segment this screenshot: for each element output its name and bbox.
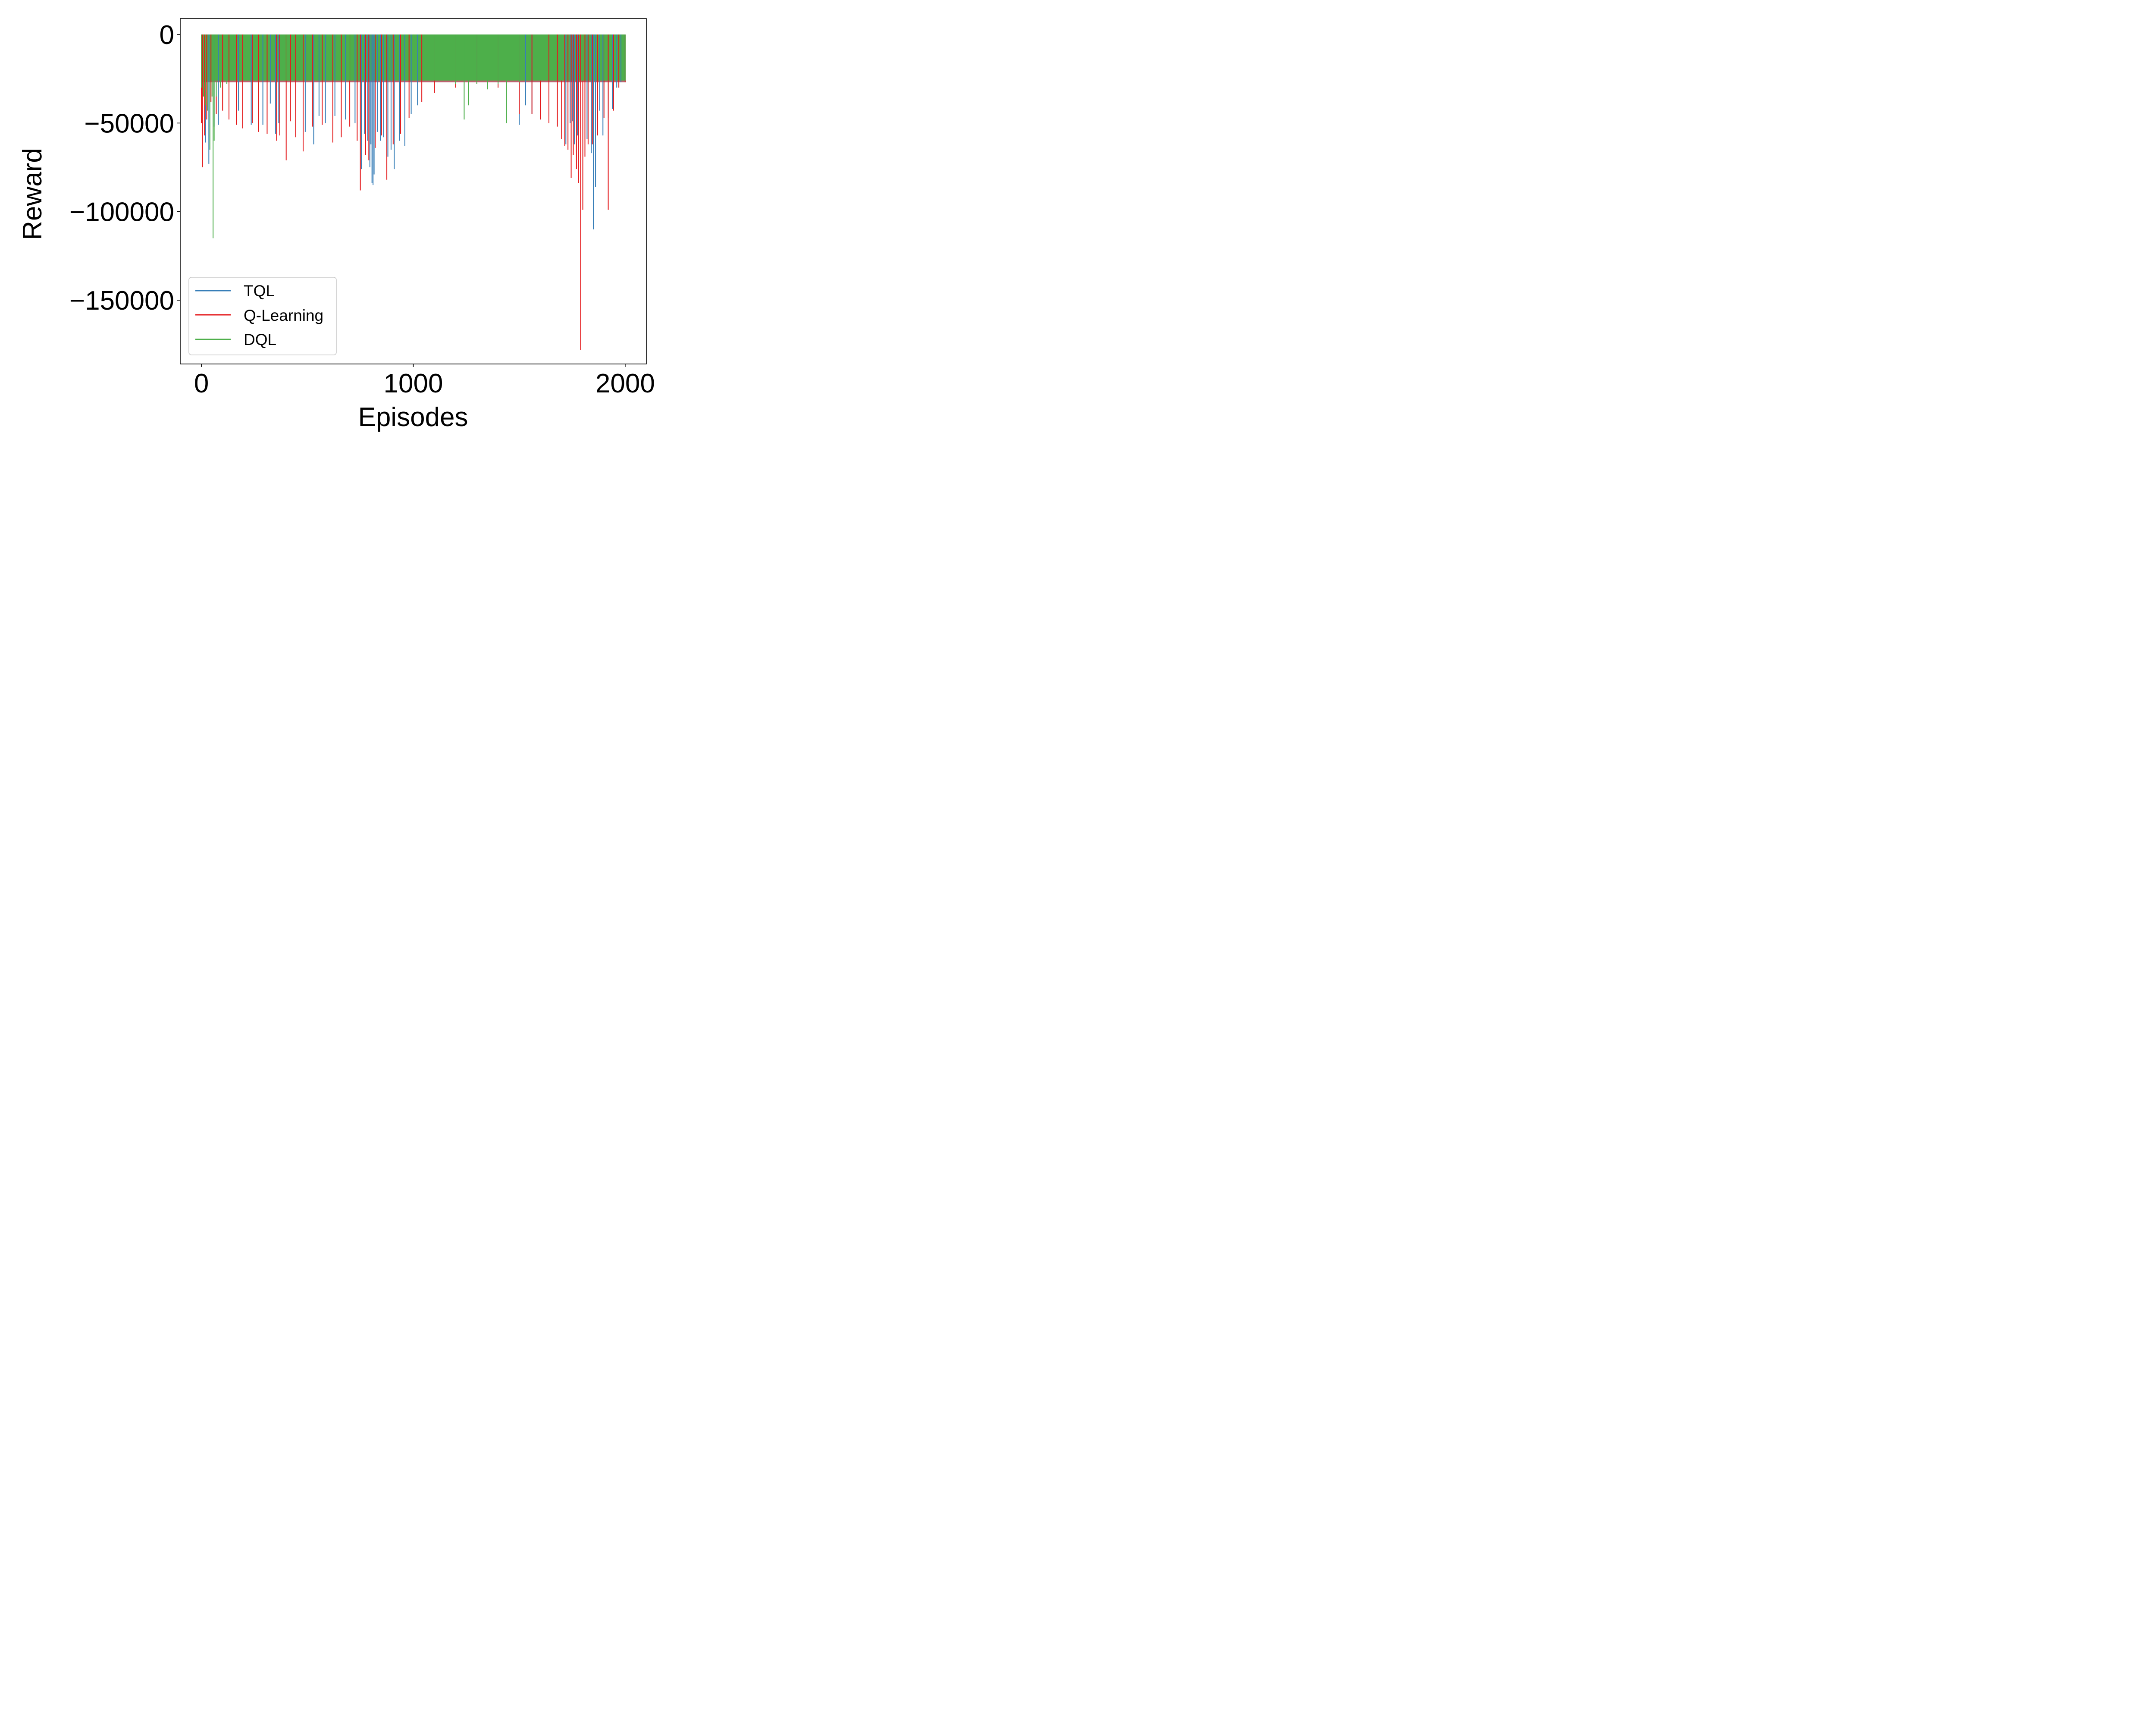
legend: TQL Q-Learning DQL: [188, 277, 337, 355]
x-axis-label: Episodes: [358, 402, 468, 432]
legend-label-dql: DQL: [244, 331, 276, 348]
legend-label-q-learning: Q-Learning: [244, 307, 323, 324]
x-tick-label: 2000: [595, 369, 655, 398]
y-tick-label: −50000: [84, 109, 174, 138]
x-tick-label: 1000: [384, 369, 443, 398]
y-tick-label: −150000: [69, 286, 174, 316]
series-layer: [201, 34, 626, 350]
reward-chart: 0 1000 2000 0 −50000 −100000 −150000 Episodes …: [0, 0, 676, 451]
legend-box: [188, 277, 337, 355]
legend-label-tql: TQL: [244, 282, 275, 300]
series-dql: [201, 34, 626, 238]
y-tick-label: 0: [160, 20, 174, 50]
x-tick-label: 0: [194, 369, 209, 398]
y-axis-label: Reward: [18, 148, 47, 240]
tick-layer: 0 1000 2000 0 −50000 −100000 −150000: [69, 20, 655, 398]
y-tick-label: −100000: [69, 198, 174, 227]
